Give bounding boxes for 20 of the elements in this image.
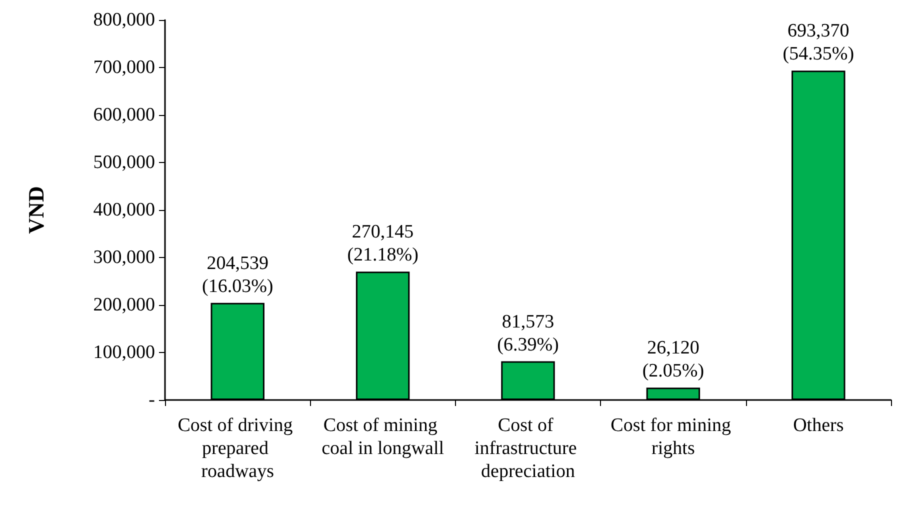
data-label: 693,370 (54.35%) xyxy=(782,20,854,65)
x-tick-label: Cost of infrastructure depreciation xyxy=(474,415,582,482)
y-tick-label: 400,000 xyxy=(93,200,155,220)
y-tick-label: 100,000 xyxy=(93,342,155,363)
y-tick-label: 200,000 xyxy=(93,294,155,316)
data-label: 270,145 (21.18%) xyxy=(347,222,418,266)
y-tick-label: 500,000 xyxy=(93,152,155,173)
data-label: 204,539 (16.03%) xyxy=(202,252,274,297)
data-label: 26,120 (2.05%) xyxy=(642,338,704,382)
y-tick-label: 300,000 xyxy=(93,247,155,268)
y-tick-label: 600,000 xyxy=(93,104,155,126)
y-tick-label: 700,000 xyxy=(93,57,155,78)
y-tick-label: 800,000 xyxy=(93,10,155,30)
x-tick-label: Cost of driving prepared roadways xyxy=(178,415,298,482)
y-axis-title: VND xyxy=(24,186,48,234)
x-tick-label: Cost for mining rights xyxy=(610,415,736,459)
data-label: 81,573 (6.39%) xyxy=(497,311,559,356)
y-tick-label: - xyxy=(148,390,155,410)
x-tick-label: Cost of mining coal in longwall xyxy=(322,415,444,459)
x-tick-label: Others xyxy=(793,415,844,436)
